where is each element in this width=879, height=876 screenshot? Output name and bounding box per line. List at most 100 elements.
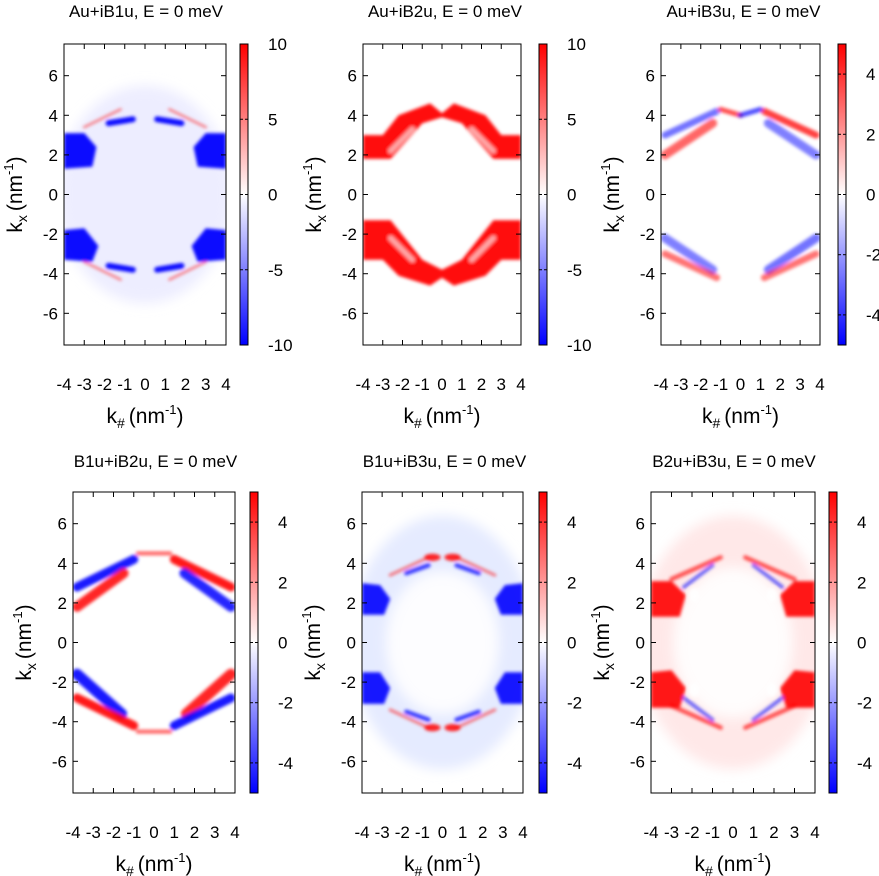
band bbox=[763, 118, 820, 160]
x-tick-label: -3 bbox=[664, 823, 679, 842]
y-tick-label: 2 bbox=[49, 146, 58, 165]
colorbar-tick-label: 0 bbox=[278, 634, 287, 653]
y-tick-label: 4 bbox=[646, 106, 655, 125]
left-lower-lobe bbox=[64, 228, 99, 262]
x-tick-label: 3 bbox=[201, 375, 210, 394]
colorbar-tick-label: 2 bbox=[857, 573, 866, 592]
band bbox=[454, 563, 481, 576]
highlight bbox=[469, 126, 496, 154]
colorbar-tick-label: 4 bbox=[278, 513, 287, 532]
band bbox=[455, 555, 497, 577]
colorbar-tick-label: 2 bbox=[866, 125, 875, 144]
heatmap bbox=[363, 103, 521, 286]
y-tick-label: -6 bbox=[640, 304, 655, 323]
band bbox=[661, 233, 718, 275]
x-tick-label: -1 bbox=[117, 375, 132, 394]
heatmap bbox=[362, 515, 523, 770]
band bbox=[169, 693, 235, 731]
y-tick-label: -4 bbox=[52, 713, 67, 732]
band bbox=[681, 696, 715, 722]
band bbox=[743, 555, 797, 582]
colorbar-tick-label: 2 bbox=[567, 573, 576, 592]
x-tick-label: 3 bbox=[498, 823, 507, 842]
colorbar-tick-label: 0 bbox=[268, 186, 277, 205]
x-tick-label: -4 bbox=[653, 375, 668, 394]
x-tick-label: -4 bbox=[643, 823, 658, 842]
band bbox=[168, 108, 207, 129]
x-tick-label: 1 bbox=[457, 375, 466, 394]
y-tick-label: 6 bbox=[636, 515, 645, 534]
panel-title: Au+iB1u, E = 0 meV bbox=[69, 2, 224, 21]
x-tick-label: -2 bbox=[97, 375, 112, 394]
x-tick-label: 2 bbox=[478, 823, 487, 842]
y-tick-label: 2 bbox=[347, 594, 356, 613]
colorbar-tick-label: 10 bbox=[268, 35, 287, 54]
x-tick-label: -3 bbox=[86, 823, 101, 842]
band bbox=[73, 554, 139, 592]
colorbar-tick-label: -10 bbox=[268, 336, 293, 355]
highlight bbox=[388, 235, 415, 263]
y-axis-label: kx(nm-1) bbox=[300, 156, 329, 232]
heatmap bbox=[64, 85, 226, 304]
background-tint bbox=[64, 85, 226, 304]
colorbar-tick-label: 5 bbox=[567, 110, 576, 129]
x-tick-label: 3 bbox=[210, 823, 219, 842]
x-tick-label: 1 bbox=[749, 823, 758, 842]
y-tick-label: -6 bbox=[341, 752, 356, 771]
band bbox=[83, 108, 122, 129]
x-tick-label: 4 bbox=[810, 823, 819, 842]
right-upper-lobe bbox=[193, 133, 226, 169]
y-axis-label: kx(nm-1) bbox=[598, 156, 627, 232]
band bbox=[743, 703, 797, 730]
band bbox=[169, 554, 235, 592]
heatmap-background bbox=[363, 44, 521, 345]
band bbox=[404, 709, 431, 722]
y-tick-label: -6 bbox=[342, 304, 357, 323]
y-tick-label: -4 bbox=[342, 265, 357, 284]
center-fade bbox=[386, 571, 499, 714]
x-tick-label: -4 bbox=[56, 375, 71, 394]
x-tick-label: 1 bbox=[756, 375, 765, 394]
band bbox=[751, 696, 785, 722]
right-lower-lobe bbox=[191, 228, 226, 262]
colorbar-gradient bbox=[829, 492, 837, 793]
band bbox=[73, 668, 128, 720]
colorbar-tick-label: -2 bbox=[278, 694, 293, 713]
colorbar-tick-label: -10 bbox=[567, 336, 592, 355]
colorbar-tick-label: 0 bbox=[866, 186, 875, 205]
x-tick-label: -3 bbox=[375, 375, 390, 394]
y-tick-label: -4 bbox=[640, 265, 655, 284]
left-upper-lobe bbox=[64, 133, 97, 169]
panel-title: B2u+iB3u, E = 0 meV bbox=[652, 452, 816, 471]
heatmap-background bbox=[661, 44, 820, 345]
band bbox=[681, 563, 715, 589]
right-lower-lobe bbox=[494, 672, 523, 704]
band bbox=[180, 668, 235, 720]
spot bbox=[424, 553, 441, 561]
y-tick-label: -2 bbox=[341, 673, 356, 692]
x-tick-label: 0 bbox=[149, 823, 158, 842]
x-axis-label: k# (nm-1) bbox=[403, 402, 480, 431]
y-tick-label: -4 bbox=[341, 713, 356, 732]
colorbar: 4 2 0 -2 -4 bbox=[828, 491, 872, 794]
band bbox=[661, 250, 721, 282]
band bbox=[751, 563, 785, 589]
x-tick-label: -4 bbox=[354, 823, 369, 842]
x-tick-label: 0 bbox=[438, 823, 447, 842]
x-axis-label: k# (nm-1) bbox=[694, 850, 771, 876]
band bbox=[669, 703, 723, 730]
colorbar-tick-label: 4 bbox=[567, 513, 576, 532]
y-tick-label: 2 bbox=[636, 594, 645, 613]
y-tick-label: 4 bbox=[636, 554, 645, 573]
y-tick-label: 6 bbox=[646, 67, 655, 86]
band bbox=[661, 107, 721, 139]
colorbar-tick-label: 0 bbox=[567, 186, 576, 205]
y-tick-label: 0 bbox=[347, 634, 356, 653]
band bbox=[760, 107, 820, 139]
panel-title: Au+iB2u, E = 0 meV bbox=[368, 2, 523, 21]
x-tick-label: 3 bbox=[790, 823, 799, 842]
x-tick-label: 0 bbox=[140, 375, 149, 394]
